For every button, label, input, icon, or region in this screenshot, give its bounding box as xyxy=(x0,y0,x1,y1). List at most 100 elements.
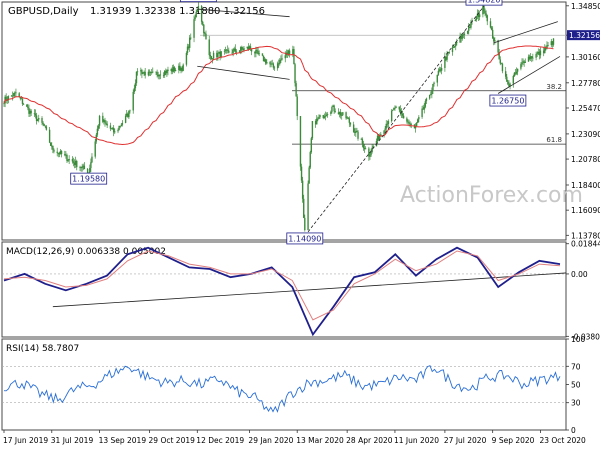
candle-body xyxy=(439,69,442,71)
candle-body xyxy=(134,83,137,89)
candle-body xyxy=(317,118,319,120)
macd-tick-label: -0.038095 xyxy=(571,332,600,341)
candle-body xyxy=(352,124,355,133)
channel-upper-line xyxy=(197,8,290,18)
candle-body xyxy=(402,115,405,119)
candle-body xyxy=(195,12,197,18)
rising-channel-lower xyxy=(497,56,561,94)
macd-title: MACD(12,26,9) 0.006338 0.005002 xyxy=(6,247,166,257)
candle-body xyxy=(356,130,358,132)
candle-body xyxy=(182,64,184,71)
candle-body xyxy=(218,51,220,54)
ohlc-label: 1.31939 1.32338 1.31880 1.32156 xyxy=(90,6,265,17)
candle-body xyxy=(407,121,409,123)
rsi-layer xyxy=(2,365,566,413)
candle-body xyxy=(455,41,457,47)
candle-body xyxy=(326,114,329,115)
candle-body xyxy=(536,53,538,55)
candle-body xyxy=(538,51,541,56)
candle-body xyxy=(106,123,108,126)
candle-body xyxy=(460,36,462,39)
candle-body xyxy=(36,119,39,122)
candle-body xyxy=(300,166,303,181)
candle-body xyxy=(333,105,335,112)
candle-body xyxy=(394,107,396,109)
candle-body xyxy=(515,71,518,74)
candle-body xyxy=(307,183,309,231)
candle-body xyxy=(299,116,302,167)
candle-body xyxy=(242,49,244,51)
rsi-title: RSI(14) 58.7807 xyxy=(6,344,79,354)
candle-body xyxy=(212,52,215,59)
candle-body xyxy=(438,69,441,71)
candle-body xyxy=(185,52,188,65)
candle-body xyxy=(155,71,157,73)
price-tick-label: 1.18400 xyxy=(571,181,600,190)
candle-body xyxy=(57,152,59,154)
candle-body xyxy=(28,108,30,114)
candle-body xyxy=(417,119,419,123)
price-tick-label: 1.23090 xyxy=(571,130,600,139)
candle-body xyxy=(331,106,333,112)
candle-body xyxy=(258,53,260,55)
candle-body xyxy=(44,125,46,127)
candle-body xyxy=(79,167,81,169)
candle-body xyxy=(76,160,78,168)
candle-body xyxy=(18,93,20,97)
candle-body xyxy=(446,53,448,60)
candle-body xyxy=(437,70,440,75)
candle-body xyxy=(27,106,29,109)
candle-body xyxy=(372,146,374,148)
macd-line xyxy=(3,246,561,337)
candle-body xyxy=(117,129,119,132)
candle-body xyxy=(186,46,189,53)
date-tick-label: 29 Oct 2019 xyxy=(149,436,196,445)
price-tick-label: 1.25470 xyxy=(571,104,600,113)
candle-body xyxy=(552,38,555,45)
candle-body xyxy=(330,111,332,115)
candle-body xyxy=(498,52,500,60)
candle-body xyxy=(451,47,454,53)
candle-body xyxy=(523,61,525,63)
candle-body xyxy=(325,114,328,116)
candle-body xyxy=(11,95,14,97)
candle-body xyxy=(532,57,534,59)
candle-body xyxy=(424,101,427,107)
candle-body xyxy=(223,50,226,52)
candle-body xyxy=(109,125,112,129)
candle-body xyxy=(509,83,511,87)
candle-body xyxy=(469,26,471,28)
candle-body xyxy=(463,33,466,35)
price-tick-label: 1.20780 xyxy=(571,155,600,164)
date-tick-label: 27 Jul 2020 xyxy=(444,436,487,445)
candle-body xyxy=(114,131,116,133)
candle-body xyxy=(486,15,488,22)
rsi-tick-label: 0 xyxy=(571,426,576,435)
candle-body xyxy=(410,124,412,125)
candle-body xyxy=(74,160,77,165)
candle-body xyxy=(447,52,449,54)
candle-body xyxy=(456,41,458,43)
fib-level-label: 61.8 xyxy=(546,136,562,144)
candle-body xyxy=(362,143,365,148)
candle-body xyxy=(280,59,282,61)
candle-body xyxy=(233,48,235,50)
candle-body xyxy=(524,61,526,63)
candle-body xyxy=(319,115,321,118)
candle-body xyxy=(266,62,268,64)
level-annotation-box xyxy=(489,94,527,107)
candle-body xyxy=(271,63,273,65)
candle-body xyxy=(314,120,317,125)
candle-body xyxy=(369,155,371,157)
candle-body xyxy=(205,33,207,40)
date-tick-label: 12 Dec 2019 xyxy=(196,436,244,445)
price-layer: 38.2 61.8 1.35140 1.34820 1.19580 1.14090 1.26… xyxy=(3,0,566,245)
candle-body xyxy=(187,46,190,48)
macd-tick-label: 0.00 xyxy=(571,270,588,279)
candle-body xyxy=(227,49,229,51)
candle-body xyxy=(483,6,485,11)
candle-body xyxy=(376,135,379,141)
candle-body xyxy=(546,45,548,49)
candle-body xyxy=(547,45,549,46)
